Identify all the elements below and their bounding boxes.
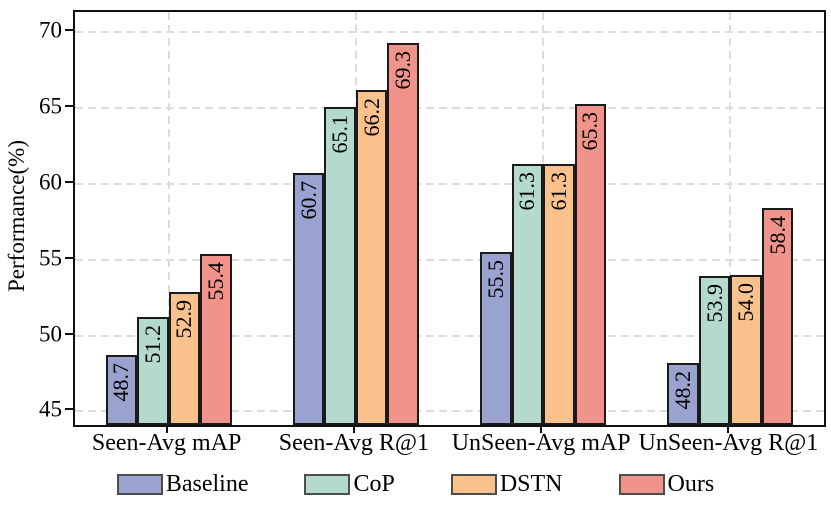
bar-value-label: 65.1 — [327, 114, 353, 154]
x-tick-mark — [352, 425, 355, 433]
y-tick-label: 55 — [39, 245, 62, 271]
y-axis-tick-labels: 45 50 55 60 65 70 — [0, 10, 62, 423]
h-gridline — [75, 183, 824, 186]
bar: 66.2 — [355, 90, 388, 425]
y-tick-mark — [65, 105, 73, 108]
legend-swatch — [116, 473, 163, 495]
bar: 53.9 — [698, 276, 731, 425]
x-axis-tick-marks — [73, 425, 822, 433]
y-tick-mark — [65, 181, 73, 184]
x-tick-mark — [727, 425, 730, 433]
y-tick-mark — [65, 256, 73, 259]
y-tick-label: 50 — [39, 321, 62, 347]
bar: 61.3 — [543, 164, 575, 425]
bar-value-label: 61.3 — [545, 172, 571, 211]
legend-swatch — [618, 473, 665, 495]
bar: 54.0 — [730, 274, 762, 425]
bar: 55.5 — [480, 252, 512, 425]
v-gridline — [167, 12, 170, 425]
plot-area: 48.7 51.2 52.9 55.4 60.7 65.1 66.2 69.3 55.5 61.3… — [73, 10, 826, 427]
bar: 58.4 — [761, 208, 794, 425]
y-tick-label: 45 — [39, 396, 62, 422]
bar-value-label: 66.2 — [358, 98, 384, 137]
bar-value-label: 61.3 — [514, 172, 540, 211]
v-gridline — [729, 12, 732, 425]
bar-value-label: 69.3 — [390, 51, 416, 90]
bar: 61.3 — [511, 164, 544, 425]
x-category-label: UnSeen-Avg R@1 — [638, 430, 819, 456]
bar: 52.9 — [168, 291, 201, 425]
bar-value-label: 48.2 — [670, 370, 696, 410]
x-category-label: Seen-Avg mAP — [91, 430, 242, 456]
bar-value-label: 52.9 — [171, 299, 197, 339]
y-tick-mark — [65, 332, 73, 335]
bar: 65.3 — [574, 103, 607, 425]
legend: Baseline CoP DSTN Ours — [0, 466, 831, 502]
legend-item: CoP — [304, 471, 395, 497]
y-tick-mark — [65, 408, 73, 411]
y-tick-label: 60 — [39, 169, 62, 195]
y-tick-label: 70 — [39, 17, 62, 43]
h-gridline — [75, 31, 824, 34]
x-tick-mark — [540, 425, 543, 433]
legend-label: Ours — [667, 471, 715, 497]
y-tick-mark — [65, 29, 73, 32]
legend-item: Baseline — [116, 471, 249, 497]
legend-swatch — [304, 473, 351, 495]
h-gridline — [75, 258, 824, 261]
x-category-label: Seen-Avg R@1 — [278, 430, 430, 456]
bar: 51.2 — [137, 317, 169, 425]
bar: 60.7 — [292, 173, 325, 425]
legend-label: DSTN — [499, 471, 563, 497]
bar: 65.1 — [324, 106, 356, 425]
bar-value-label: 55.5 — [482, 260, 508, 299]
bar: 55.4 — [200, 253, 232, 425]
h-gridline — [75, 334, 824, 337]
h-gridline — [75, 107, 824, 110]
bar: 69.3 — [387, 43, 419, 425]
x-category-label: UnSeen-Avg mAP — [451, 430, 631, 456]
x-tick-mark — [165, 425, 168, 433]
h-gridline — [75, 410, 824, 413]
bar-value-label: 48.7 — [108, 363, 134, 402]
legend-swatch — [450, 473, 497, 495]
bar-value-label: 55.4 — [202, 261, 228, 301]
legend-label: Baseline — [165, 471, 249, 497]
bar-value-label: 58.4 — [764, 216, 790, 255]
legend-item: DSTN — [450, 471, 563, 497]
bar: 48.7 — [105, 355, 138, 425]
legend-item: Ours — [618, 471, 715, 497]
bar: 48.2 — [667, 362, 699, 425]
x-axis-tick-labels: Seen-Avg mAP Seen-Avg R@1 UnSeen-Avg mAP Un… — [73, 430, 822, 460]
legend-label: CoP — [353, 471, 395, 497]
bar-value-label: 51.2 — [139, 325, 165, 364]
bar-value-label: 53.9 — [701, 284, 727, 323]
bar-value-label: 60.7 — [295, 181, 321, 220]
y-tick-label: 65 — [39, 93, 62, 119]
bar-value-label: 54.0 — [733, 282, 759, 322]
bar-value-label: 65.3 — [577, 111, 603, 151]
